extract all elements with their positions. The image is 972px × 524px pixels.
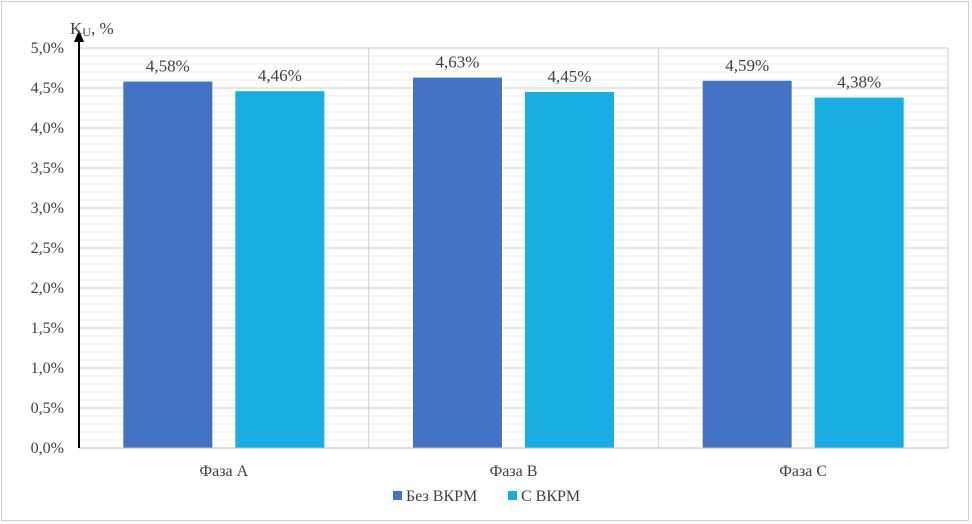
y-tick-label: 0,5% [31,400,64,417]
legend-label-series-1: Без ВКРМ [406,488,477,505]
x-category-label: Фаза А [199,463,248,480]
bar-series-1-cat-2 [413,77,502,448]
data-label-series-1-cat-3: 4,59% [725,56,769,75]
legend: Без ВКРМ С ВКРМ [393,488,580,505]
y-tick-label: 0,0% [31,440,64,457]
y-tick-label: 1,0% [31,360,64,377]
y-tick-label: 5,0% [31,40,64,57]
x-category-label: Фаза В [490,463,538,480]
legend-swatch-series-1 [393,491,402,500]
y-tick-label: 1,5% [31,320,64,337]
y-tick-label: 3,0% [31,200,64,217]
x-category-label: Фаза С [779,463,827,480]
data-label-series-1-cat-1: 4,58% [146,57,190,76]
data-label-series-2-cat-3: 4,38% [837,73,881,92]
data-label-series-1-cat-2: 4,63% [436,53,480,72]
y-tick-label: 4,0% [31,120,64,137]
legend-swatch-series-2 [508,491,517,500]
axes [74,30,948,449]
y-axis-arrow [74,30,84,42]
bar-series-2-cat-3 [814,97,904,448]
bars [123,77,904,449]
legend-label-series-2: С ВКРМ [521,488,580,505]
y-tick-label: 2,5% [31,240,64,257]
data-labels: 4,58% 4,46% 4,63% 4,45% 4,59% 4,38% [146,53,881,92]
y-tick-label: 2,0% [31,280,64,297]
y-tick-label: 3,5% [31,160,64,177]
y-axis-label-sub: U [82,25,91,39]
y-tick-label: 4,5% [31,80,64,97]
grid-lines [79,47,948,441]
y-tick-labels: 0,0% 0,5% 1,0% 1,5% 2,0% 2,5% 3,0% 3,5% 4,0% 4,5%… [31,40,64,457]
y-axis-label: KU, % [70,19,114,39]
data-label-series-2-cat-2: 4,45% [548,67,592,86]
x-category-labels: Фаза А Фаза В Фаза С [199,463,827,480]
y-axis-label-unit: , % [91,19,114,38]
y-axis-label-main: K [70,19,83,38]
bar-series-2-cat-2 [525,92,614,448]
data-label-series-2-cat-1: 4,46% [258,66,302,85]
bar-series-2-cat-1 [235,91,325,448]
bar-series-1-cat-1 [123,81,213,448]
category-separators [368,48,949,448]
bar-series-1-cat-3 [702,80,792,449]
